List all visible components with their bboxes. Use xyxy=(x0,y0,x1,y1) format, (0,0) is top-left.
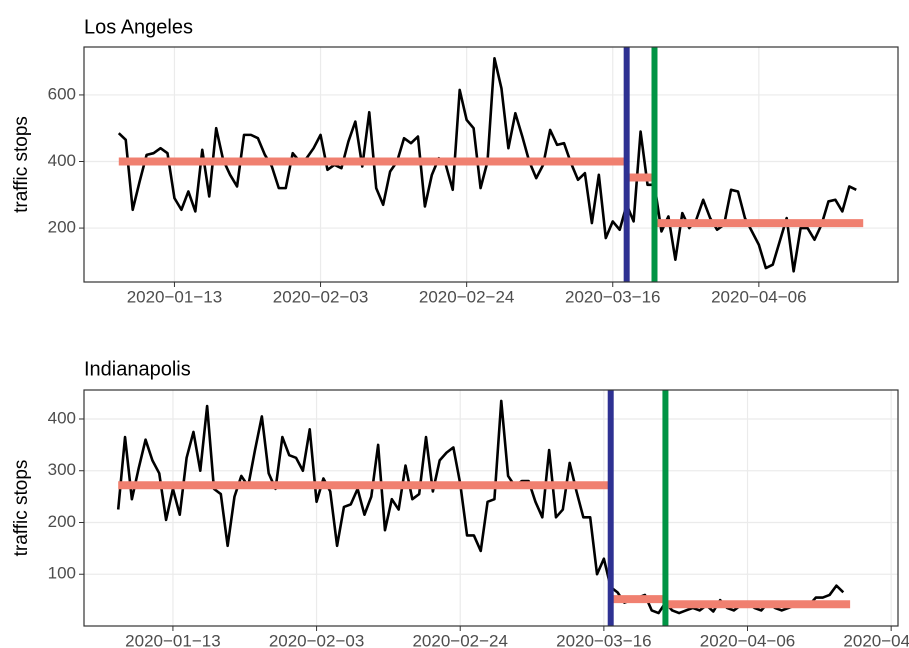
plot-border xyxy=(83,389,899,627)
x-tick-label: 2020−01−13 xyxy=(127,287,223,306)
x-tick-label: 2020−03−16 xyxy=(565,287,661,306)
y-tick-label: 600 xyxy=(48,84,76,103)
y-axis-label: traffic stops xyxy=(11,116,32,213)
y-tick-label: 300 xyxy=(48,460,76,479)
chart-title: Indianapolis xyxy=(84,358,191,380)
x-tick-label: 2020−02−24 xyxy=(412,631,508,648)
y-tick-label: 200 xyxy=(48,218,76,237)
y-tick-label: 400 xyxy=(48,408,76,427)
chart-title: Los Angeles xyxy=(84,16,193,38)
x-tick-label: 2020−04−27 xyxy=(843,631,909,648)
x-tick-label: 2020−02−03 xyxy=(269,631,365,648)
x-tick-label: 2020−03−16 xyxy=(556,631,652,648)
x-tick-label: 2020−04−06 xyxy=(700,631,796,648)
y-axis-label: traffic stops xyxy=(11,460,32,557)
plot-background xyxy=(84,390,898,626)
x-tick-label: 2020−01−13 xyxy=(125,631,221,648)
x-tick-label: 2020−04−06 xyxy=(711,287,807,306)
plot-border xyxy=(83,46,899,283)
y-tick-label: 200 xyxy=(48,512,76,531)
y-tick-label: 100 xyxy=(48,564,76,583)
x-tick-label: 2020−02−03 xyxy=(273,287,369,306)
x-tick-label: 2020−02−24 xyxy=(419,287,515,306)
y-tick-label: 400 xyxy=(48,151,76,170)
